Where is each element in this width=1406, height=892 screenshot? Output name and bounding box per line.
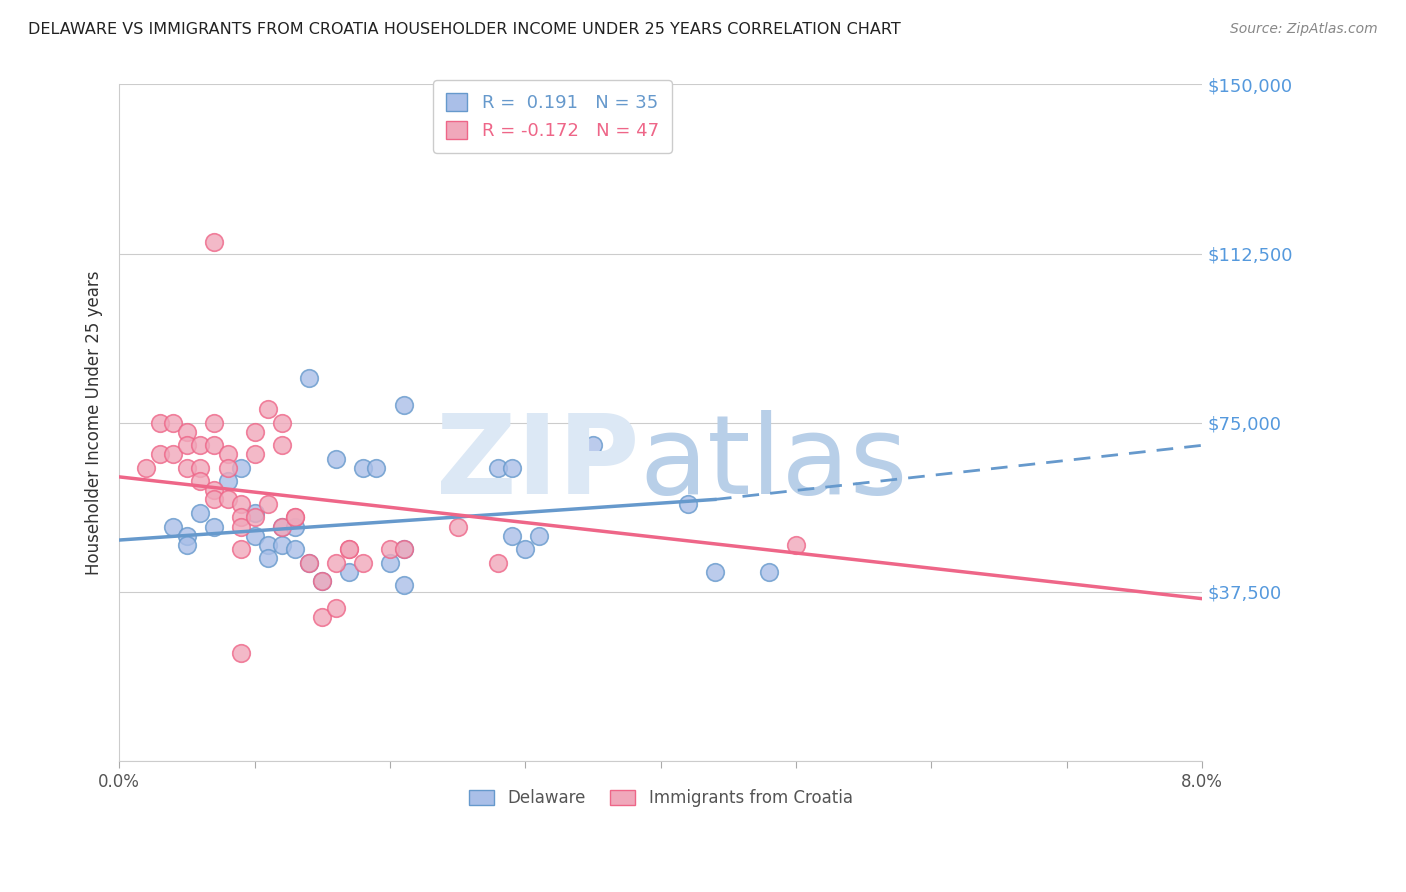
Point: [378, 542, 401, 557]
Point: [284, 510, 307, 524]
Point: [217, 447, 239, 461]
Point: [202, 483, 225, 498]
Text: Source: ZipAtlas.com: Source: ZipAtlas.com: [1230, 22, 1378, 37]
Point: [392, 542, 415, 557]
Point: [486, 556, 509, 570]
Point: [703, 565, 725, 579]
Point: [284, 542, 307, 557]
Point: [298, 370, 321, 384]
Text: ZIP: ZIP: [436, 409, 640, 516]
Point: [298, 556, 321, 570]
Point: [176, 537, 198, 551]
Point: [149, 447, 172, 461]
Point: [325, 451, 347, 466]
Point: [243, 447, 266, 461]
Point: [229, 646, 252, 660]
Point: [162, 447, 184, 461]
Point: [257, 402, 280, 417]
Point: [229, 542, 252, 557]
Point: [135, 461, 157, 475]
Point: [202, 416, 225, 430]
Point: [217, 475, 239, 489]
Point: [311, 574, 333, 588]
Point: [202, 492, 225, 507]
Point: [339, 542, 361, 557]
Point: [257, 497, 280, 511]
Point: [190, 506, 212, 520]
Point: [190, 461, 212, 475]
Text: DELAWARE VS IMMIGRANTS FROM CROATIA HOUSEHOLDER INCOME UNDER 25 YEARS CORRELATIO: DELAWARE VS IMMIGRANTS FROM CROATIA HOUS…: [28, 22, 901, 37]
Point: [392, 398, 415, 412]
Point: [243, 528, 266, 542]
Point: [501, 461, 523, 475]
Point: [392, 542, 415, 557]
Point: [339, 565, 361, 579]
Point: [190, 475, 212, 489]
Point: [229, 461, 252, 475]
Point: [257, 537, 280, 551]
Point: [202, 519, 225, 533]
Point: [284, 519, 307, 533]
Point: [378, 556, 401, 570]
Point: [352, 461, 374, 475]
Point: [582, 438, 605, 452]
Point: [527, 528, 550, 542]
Point: [676, 497, 699, 511]
Point: [325, 600, 347, 615]
Point: [311, 609, 333, 624]
Point: [270, 519, 292, 533]
Point: [217, 492, 239, 507]
Point: [229, 510, 252, 524]
Point: [243, 510, 266, 524]
Point: [311, 574, 333, 588]
Y-axis label: Householder Income Under 25 years: Householder Income Under 25 years: [86, 270, 103, 575]
Point: [162, 519, 184, 533]
Point: [284, 510, 307, 524]
Point: [229, 519, 252, 533]
Point: [270, 438, 292, 452]
Point: [758, 565, 780, 579]
Point: [392, 578, 415, 592]
Point: [162, 416, 184, 430]
Point: [176, 461, 198, 475]
Point: [270, 416, 292, 430]
Point: [270, 519, 292, 533]
Point: [202, 438, 225, 452]
Point: [486, 461, 509, 475]
Point: [339, 542, 361, 557]
Point: [243, 425, 266, 439]
Point: [202, 235, 225, 250]
Point: [515, 542, 537, 557]
Point: [366, 461, 388, 475]
Point: [243, 506, 266, 520]
Point: [176, 425, 198, 439]
Point: [501, 528, 523, 542]
Point: [447, 519, 470, 533]
Point: [298, 556, 321, 570]
Point: [257, 551, 280, 566]
Point: [270, 537, 292, 551]
Legend: Delaware, Immigrants from Croatia: Delaware, Immigrants from Croatia: [463, 782, 859, 814]
Point: [217, 461, 239, 475]
Point: [325, 556, 347, 570]
Point: [190, 438, 212, 452]
Text: atlas: atlas: [640, 409, 908, 516]
Point: [149, 416, 172, 430]
Point: [785, 537, 807, 551]
Point: [229, 497, 252, 511]
Point: [176, 438, 198, 452]
Point: [352, 556, 374, 570]
Point: [176, 528, 198, 542]
